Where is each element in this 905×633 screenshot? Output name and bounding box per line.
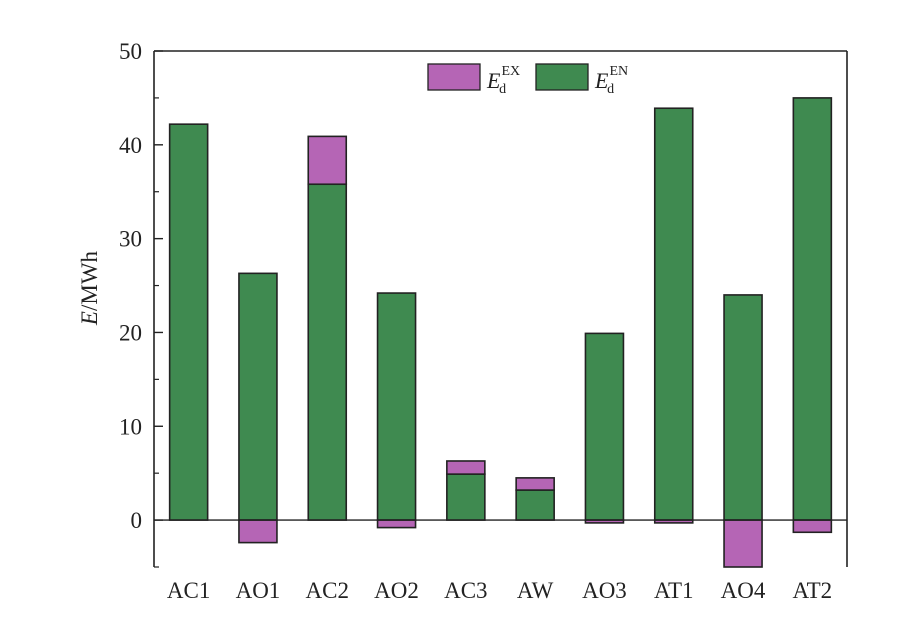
- x-tick-label-ao3: AO3: [582, 578, 627, 603]
- y-tick-label-0: 0: [131, 508, 143, 533]
- bar-en-ao2: [376, 292, 417, 521]
- bar-ex-ac2: [307, 135, 348, 186]
- bar-ex-ac3: [446, 460, 486, 475]
- bar-en-ao4: [723, 294, 763, 521]
- y-axis-title: E/MWh: [77, 250, 102, 326]
- axes: [153, 50, 848, 568]
- x-tick-label-ao4: AO4: [721, 578, 766, 603]
- x-tick-label-ao2: AO2: [374, 578, 419, 603]
- y-tick-label-50: 50: [119, 39, 142, 64]
- x-tick-label-ac1: AC1: [167, 578, 210, 603]
- bar-ex-ao1: [238, 519, 278, 544]
- x-tick-label-at2: AT2: [793, 578, 833, 603]
- y-axis-title-unit: /MWh: [77, 250, 102, 311]
- bar-ex-ao2: [376, 519, 417, 529]
- legend: EEX d EEN d: [427, 63, 628, 97]
- legend-label-ex: EEX d: [486, 64, 520, 97]
- bar-en-ac3: [446, 473, 486, 521]
- legend-swatch-ex: [427, 63, 481, 91]
- y-tick-label-30: 30: [119, 227, 142, 252]
- x-tick-label-ac2: AC2: [306, 578, 349, 603]
- y-axis-title-italic: E: [77, 311, 102, 326]
- y-tick-label-10: 10: [119, 414, 142, 439]
- legend-label-en: EEN d: [594, 64, 628, 97]
- bar-en-aw: [515, 489, 555, 521]
- y-tick-label-20: 20: [119, 320, 142, 345]
- x-tick-label-at1: AT1: [654, 578, 694, 603]
- y-tick-labels: 0 10 20 30 40 50: [119, 39, 142, 533]
- bar-en-at1: [653, 107, 694, 521]
- bar-en-at2: [792, 97, 833, 521]
- x-tick-label-aw: AW: [517, 578, 554, 603]
- x-tick-labels: AC1 AO1 AC2 AO2 AC3 AW AO3 AT1 AO4 AT2: [167, 578, 832, 603]
- legend-swatch-en: [535, 63, 589, 91]
- bar-en-ac2: [307, 183, 348, 521]
- bar-ex-at2: [792, 519, 833, 534]
- x-tick-label-ao1: AO1: [236, 578, 281, 603]
- bar-en-ao1: [238, 272, 278, 521]
- y-tick-label-40: 40: [119, 133, 142, 158]
- bar-ex-aw: [515, 477, 555, 491]
- bars: [168, 97, 833, 568]
- x-tick-label-ac3: AC3: [444, 578, 487, 603]
- bar-en-ac1: [168, 123, 209, 521]
- bar-ex-ao4: [723, 519, 763, 568]
- bar-en-ao3: [584, 332, 625, 521]
